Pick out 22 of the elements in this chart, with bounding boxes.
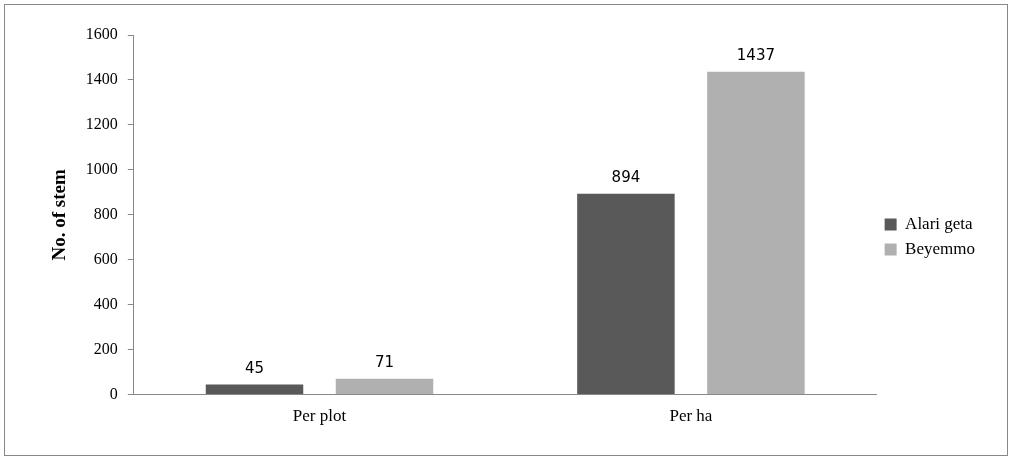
y-tick-label: 1200: [85, 115, 118, 133]
bar: [577, 193, 675, 395]
data-label: 45: [244, 358, 265, 377]
y-tick-label: 400: [93, 294, 118, 312]
y-tick-label: 600: [93, 249, 118, 267]
bar: [707, 71, 805, 395]
data-label: 1437: [736, 46, 776, 65]
bar: [205, 384, 304, 395]
legend-label: Beyemmo: [905, 238, 976, 258]
data-label: 894: [611, 168, 641, 187]
bar: [335, 378, 434, 395]
x-tick-label: Per plot: [292, 406, 347, 426]
legend-label: Alari geta: [905, 213, 974, 233]
y-tick-label: 800: [93, 205, 118, 222]
y-tick-label: 1600: [85, 25, 118, 43]
y-tick-label: 200: [93, 339, 118, 357]
data-label: 71: [374, 353, 395, 372]
y-tick-label: 0: [109, 384, 118, 402]
y-axis-title: No. of stem: [48, 168, 70, 261]
x-tick-label: Per ha: [669, 406, 713, 426]
y-tick-label: 1400: [85, 70, 118, 88]
y-tick-label: 1000: [85, 160, 118, 178]
